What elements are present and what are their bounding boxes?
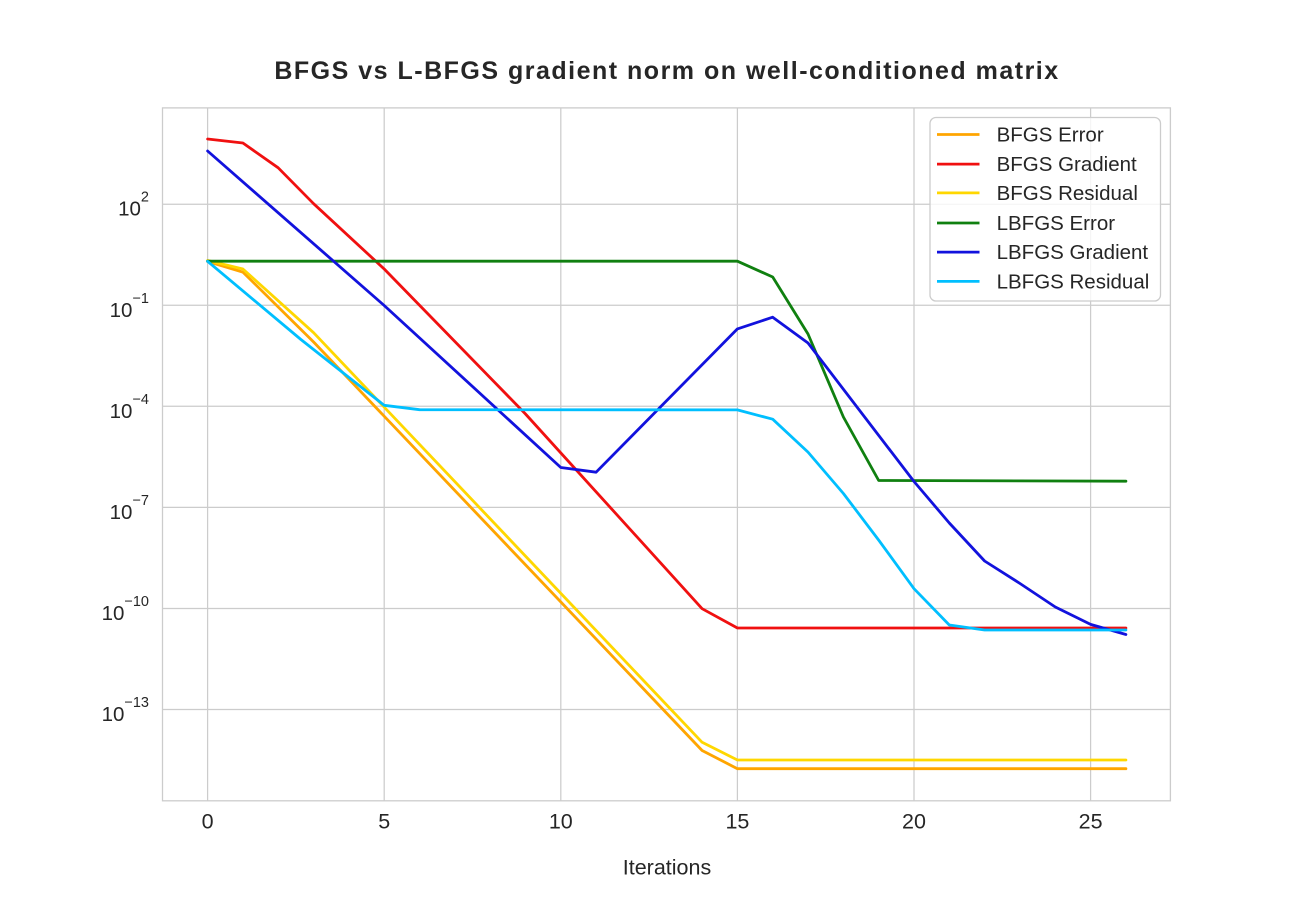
svg-text:BFGS vs L-BFGS gradient norm o: BFGS vs L-BFGS gradient norm on well-con…	[274, 57, 1059, 85]
svg-text:BFGS Residual: BFGS Residual	[997, 182, 1138, 205]
svg-text:LBFGS Error: LBFGS Error	[997, 212, 1116, 235]
svg-text:20: 20	[902, 810, 926, 834]
svg-text:0: 0	[202, 810, 214, 834]
svg-text:10: 10	[549, 810, 573, 834]
svg-text:15: 15	[725, 810, 749, 834]
svg-text:Iterations: Iterations	[623, 855, 711, 879]
svg-text:LBFGS Residual: LBFGS Residual	[997, 270, 1150, 293]
svg-text:5: 5	[378, 810, 390, 834]
svg-text:25: 25	[1079, 810, 1103, 834]
svg-text:BFGS Error: BFGS Error	[997, 124, 1104, 147]
svg-text:BFGS Gradient: BFGS Gradient	[997, 153, 1137, 176]
svg-text:LBFGS Gradient: LBFGS Gradient	[997, 241, 1149, 264]
